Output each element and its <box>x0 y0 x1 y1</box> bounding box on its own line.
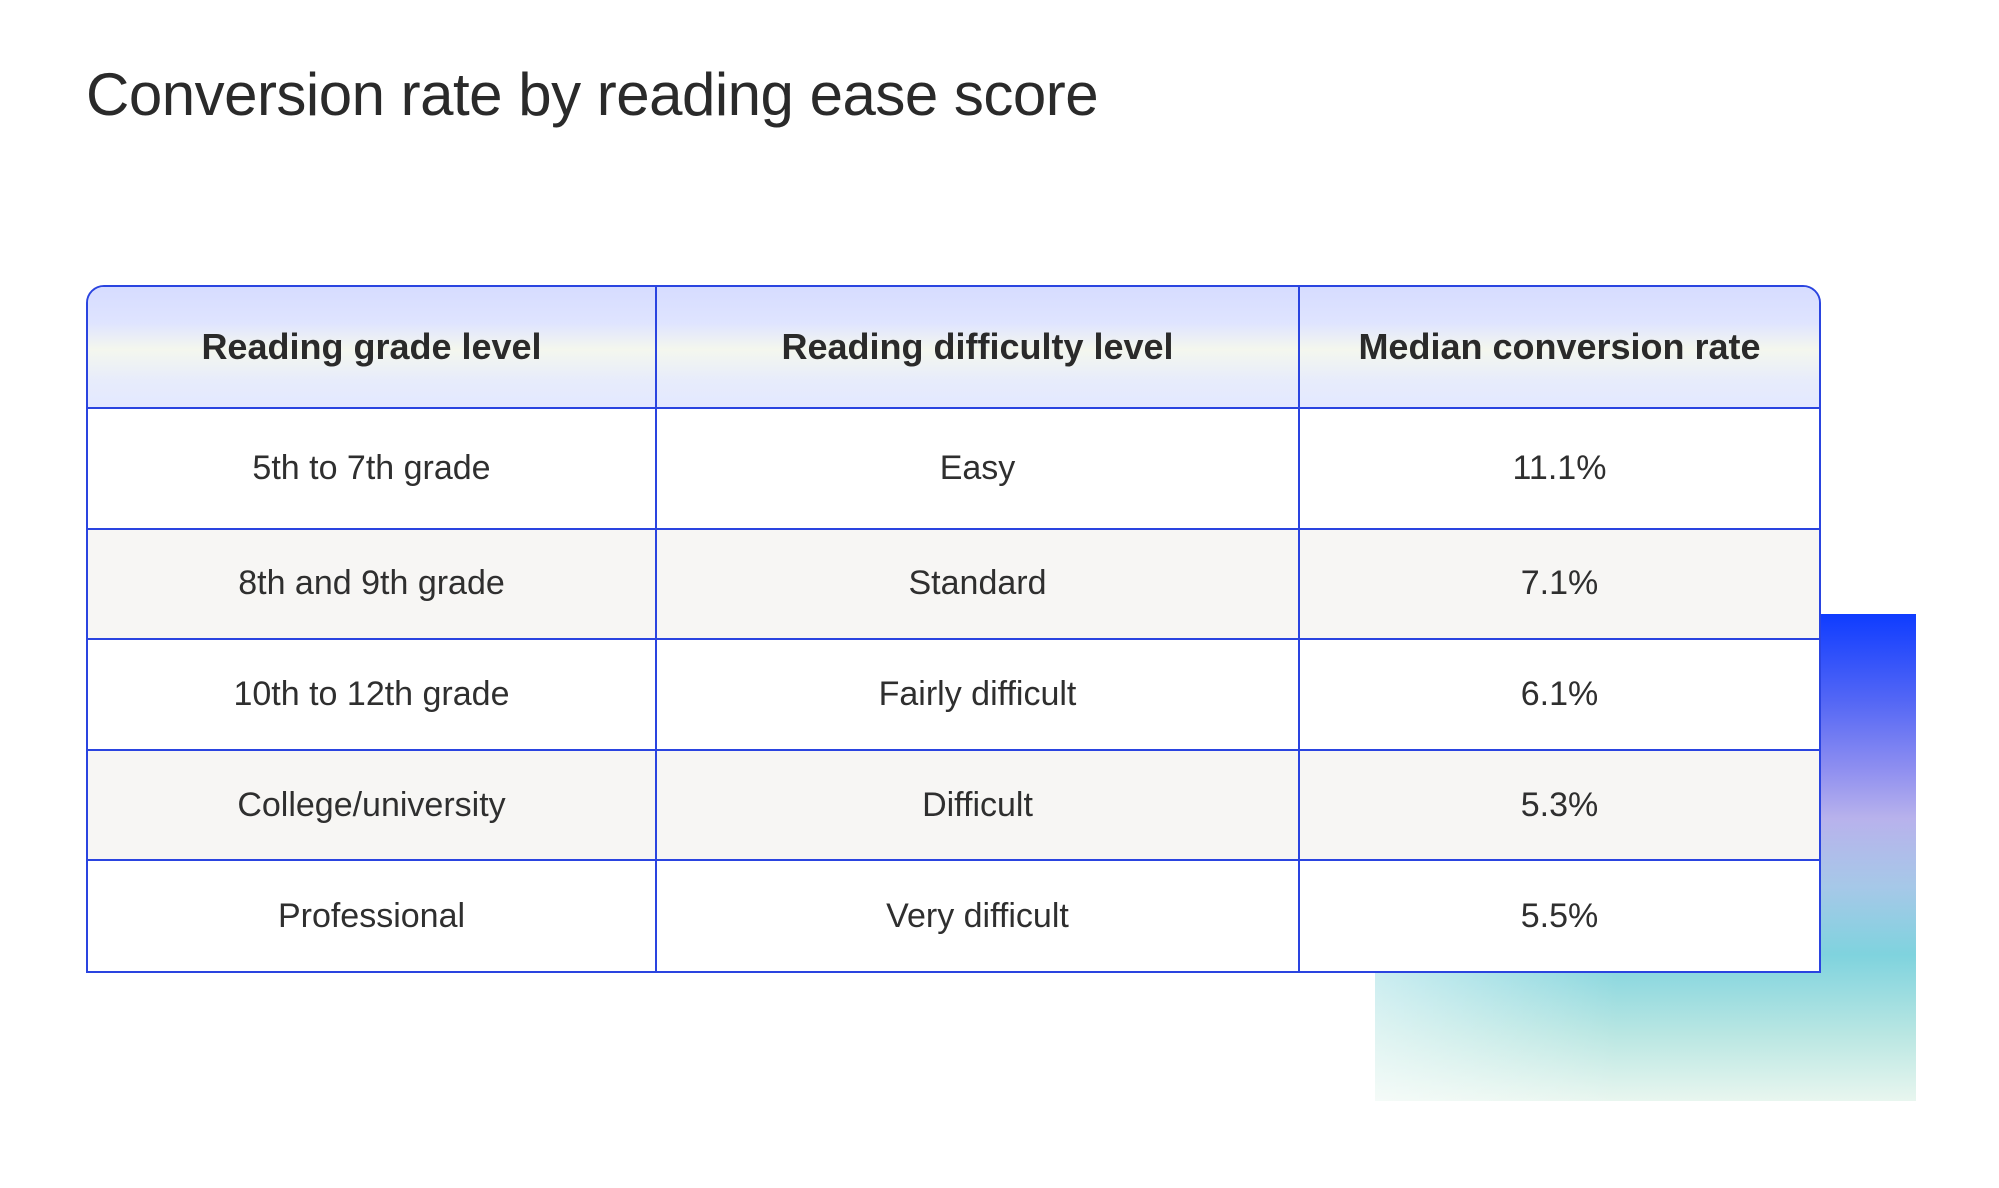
cell-conversion-rate: 6.1% <box>1298 638 1819 751</box>
cell-grade-level: 5th to 7th grade <box>88 407 657 530</box>
cell-conversion-rate: 5.5% <box>1298 859 1819 971</box>
header-reading-grade-level: Reading grade level <box>88 287 657 409</box>
header-median-conversion-rate: Median conversion rate <box>1298 287 1819 409</box>
cell-conversion-rate: 11.1% <box>1298 407 1819 530</box>
cell-difficulty-level: Fairly difficult <box>655 638 1300 751</box>
conversion-table: Reading grade level Reading difficulty l… <box>86 285 1821 973</box>
table-row: College/university Difficult 5.3% <box>88 748 1819 862</box>
header-reading-difficulty-level: Reading difficulty level <box>655 287 1300 409</box>
cell-difficulty-level: Difficult <box>655 748 1300 862</box>
cell-difficulty-level: Easy <box>655 407 1300 530</box>
cell-conversion-rate: 5.3% <box>1298 748 1819 862</box>
table-row: 8th and 9th grade Standard 7.1% <box>88 527 1819 641</box>
cell-difficulty-level: Very difficult <box>655 859 1300 971</box>
table-row: 5th to 7th grade Easy 11.1% <box>88 407 1819 530</box>
cell-grade-level: College/university <box>88 748 657 862</box>
table-row: 10th to 12th grade Fairly difficult 6.1% <box>88 638 1819 751</box>
cell-grade-level: Professional <box>88 859 657 971</box>
cell-difficulty-level: Standard <box>655 527 1300 641</box>
table-header-row: Reading grade level Reading difficulty l… <box>88 287 1819 409</box>
cell-grade-level: 10th to 12th grade <box>88 638 657 751</box>
chart-title: Conversion rate by reading ease score <box>86 61 1099 128</box>
data-table: Reading grade level Reading difficulty l… <box>88 287 1819 971</box>
table-row: Professional Very difficult 5.5% <box>88 859 1819 971</box>
cell-grade-level: 8th and 9th grade <box>88 527 657 641</box>
cell-conversion-rate: 7.1% <box>1298 527 1819 641</box>
